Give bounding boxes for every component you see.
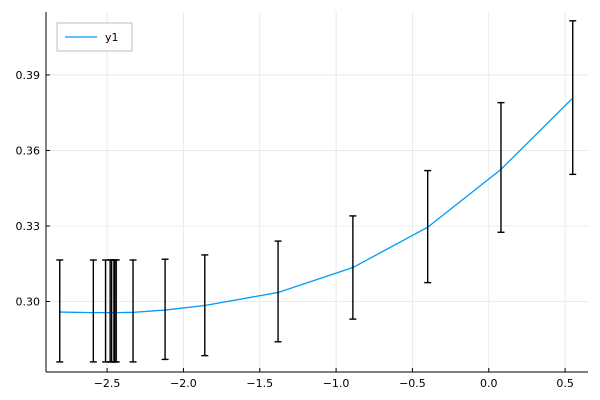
error-bar bbox=[89, 259, 97, 363]
legend: y1 bbox=[56, 22, 133, 52]
x-tick-label: 0.5 bbox=[556, 377, 574, 390]
x-tick-label: 0.0 bbox=[480, 377, 498, 390]
y-tick-label: 0.36 bbox=[16, 144, 41, 157]
x-tick-label: −1.5 bbox=[246, 377, 273, 390]
error-bar bbox=[102, 259, 110, 363]
grid bbox=[46, 12, 588, 372]
axes bbox=[45, 12, 588, 373]
plot-area bbox=[56, 20, 577, 363]
x-tick-label: −2.0 bbox=[170, 377, 197, 390]
error-bar bbox=[424, 169, 432, 284]
error-bar bbox=[56, 259, 64, 363]
x-tick-label: −1.0 bbox=[323, 377, 350, 390]
error-bar bbox=[129, 259, 137, 363]
error-bar bbox=[161, 258, 169, 361]
error-bar bbox=[349, 215, 357, 320]
y-tick-label: 0.39 bbox=[16, 69, 41, 82]
y-tick-label: 0.33 bbox=[16, 220, 41, 233]
ticks: −2.5 −2.0 −1.5 −1.0 −0.5 0.0 0.5 0.30 0.33 0.36 0.… bbox=[16, 69, 574, 390]
y-tick-label: 0.30 bbox=[16, 296, 41, 309]
x-tick-label: −2.5 bbox=[94, 377, 121, 390]
error-bar bbox=[106, 259, 114, 363]
series-line-y1 bbox=[59, 97, 574, 314]
error-bar bbox=[201, 254, 209, 357]
error-bar bbox=[274, 240, 282, 343]
error-bar bbox=[497, 101, 505, 233]
error-bar bbox=[112, 259, 120, 363]
legend-label-y1: y1 bbox=[105, 31, 119, 44]
error-bar bbox=[569, 20, 577, 176]
x-tick-label: −0.5 bbox=[399, 377, 426, 390]
